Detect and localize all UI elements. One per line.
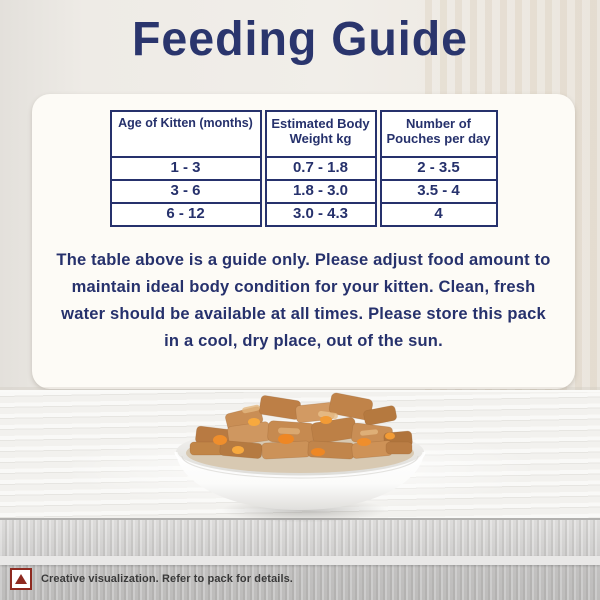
- table-cell: 2 - 3.5: [381, 156, 496, 179]
- table-lower-edge: [0, 565, 600, 600]
- disclaimer: Creative visualization. Refer to pack fo…: [10, 568, 293, 590]
- table-cell: 3.0 - 4.3: [266, 202, 375, 225]
- non-veg-triangle-icon: [10, 568, 32, 590]
- column-header: Age of Kitten (months): [118, 116, 253, 130]
- table-cell: 0.7 - 1.8: [266, 156, 375, 179]
- table-front-edge: [0, 518, 600, 600]
- table-cell: 1.8 - 3.0: [266, 179, 375, 202]
- guide-note: The table above is a guide only. Please …: [32, 247, 575, 355]
- table-cell: 1 - 3: [111, 156, 260, 179]
- table-cell: 6 - 12: [111, 202, 260, 225]
- table-column-pouches: Number of Pouches per day 2 - 3.5 3.5 - …: [379, 110, 498, 227]
- feeding-table: Age of Kitten (months) 1 - 3 3 - 6 6 - 1…: [32, 110, 575, 227]
- table-edge-band: [0, 556, 600, 565]
- note-line: in a cool, dry place, out of the sun.: [164, 332, 443, 350]
- column-header: Number of Pouches per day: [386, 116, 491, 146]
- note-line: water should be available at all times. …: [61, 305, 546, 323]
- table-cell: 3.5 - 4: [381, 179, 496, 202]
- note-line: The table above is a guide only. Please …: [56, 251, 551, 269]
- table-column-age: Age of Kitten (months) 1 - 3 3 - 6 6 - 1…: [109, 110, 262, 227]
- disclaimer-text: Creative visualization. Refer to pack fo…: [41, 573, 293, 585]
- note-line: maintain ideal body condition for your k…: [71, 278, 536, 296]
- food-bowl-image: [174, 392, 426, 510]
- page-title: Feeding Guide: [132, 13, 468, 66]
- triangle-glyph: [15, 574, 27, 584]
- column-header: Estimated Body Weight kg: [271, 116, 370, 146]
- table-cell: 4: [381, 202, 496, 225]
- table-cell: 3 - 6: [111, 179, 260, 202]
- table-column-weight: Estimated Body Weight kg 0.7 - 1.8 1.8 -…: [264, 110, 377, 227]
- feeding-guide-card: Age of Kitten (months) 1 - 3 3 - 6 6 - 1…: [32, 94, 575, 389]
